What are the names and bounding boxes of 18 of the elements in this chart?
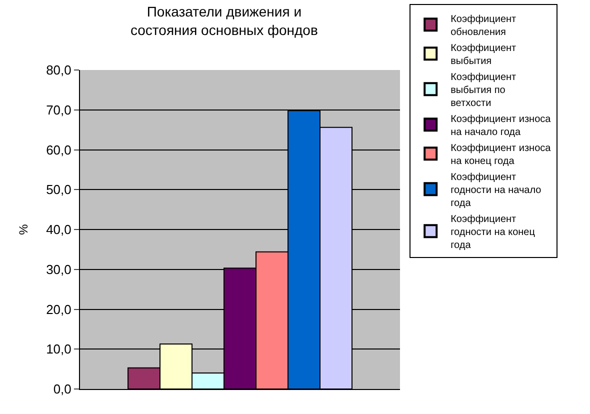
legend-label: Коэффициент годности на начало года [450, 172, 542, 210]
legend-label: Коэффициент выбытия [450, 43, 517, 68]
y-tick-label: 80,0 [46, 62, 72, 78]
y-tick-label: 40,0 [46, 222, 72, 238]
chart-title: Показатели движения и состояния основных фондов [130, 4, 318, 38]
legend-label: Коэффициент выбытия по ветхости [450, 72, 517, 110]
y-tick-label: 60,0 [46, 142, 72, 158]
y-axis-title: % [16, 224, 30, 235]
y-tick-label: 50,0 [46, 182, 72, 198]
y-tick-label: 0,0 [53, 382, 72, 397]
legend-label: Коэффициент годности на конец года [450, 214, 536, 252]
legend-label: Коэффициент износа на конец года [450, 143, 552, 168]
legend-label: Коэффициент износа на начало года [450, 114, 552, 138]
y-tick-label: 70,0 [46, 102, 72, 118]
y-tick-label: 20,0 [46, 302, 72, 317]
y-tick-label: 10,0 [46, 342, 72, 357]
y-tick-label: 30,0 [46, 262, 72, 277]
legend-label: Коэффициент обновления [450, 14, 517, 38]
